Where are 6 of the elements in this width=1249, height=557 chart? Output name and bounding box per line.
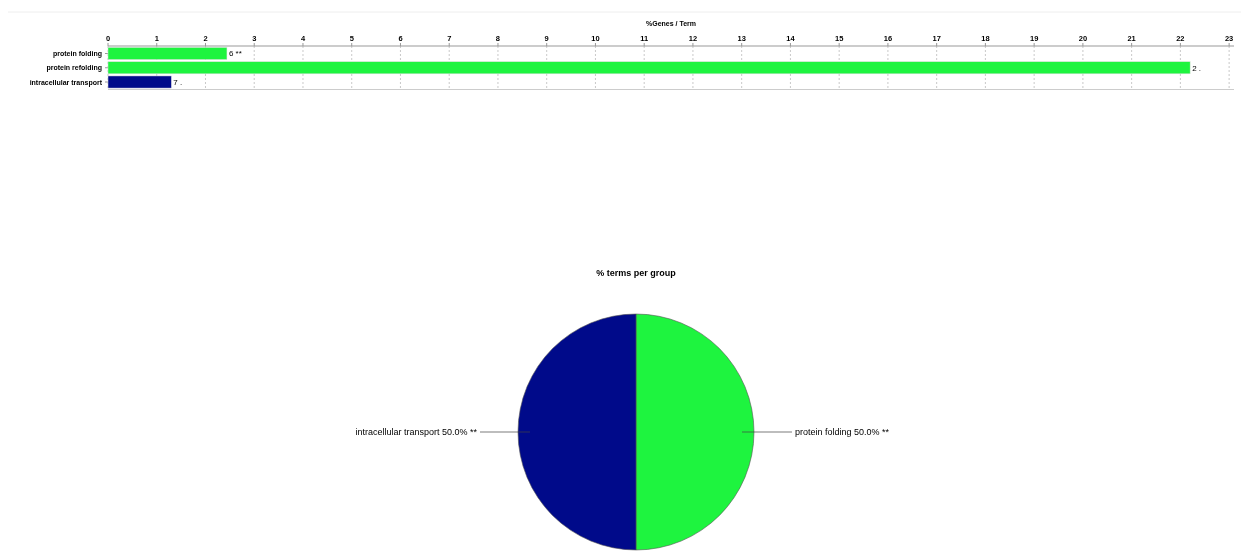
- chart-title: % terms per group: [596, 268, 677, 278]
- annotation: 2 .: [1192, 63, 1202, 73]
- annotation: 7 .: [173, 78, 183, 88]
- slice-label: protein folding 50.0% **: [795, 427, 890, 437]
- slice-label: intracellular transport 50.0% **: [355, 427, 478, 437]
- annotation: 6 **: [228, 49, 242, 59]
